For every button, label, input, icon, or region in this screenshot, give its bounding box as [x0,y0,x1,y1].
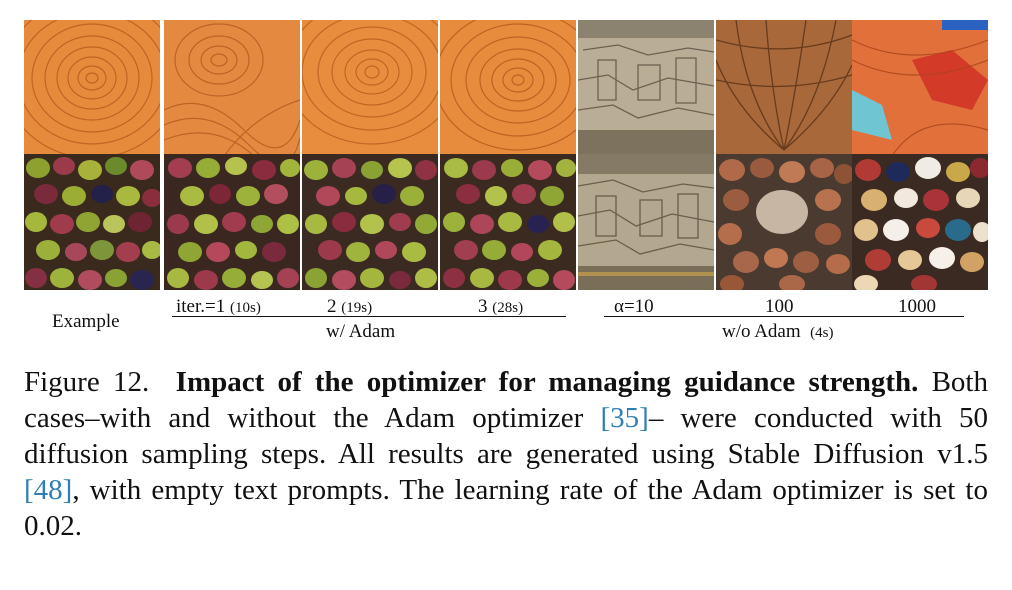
label-iter1-time: (10s) [230,300,261,316]
caption-text-3: , with empty text prompts. The learning … [24,474,988,542]
wood-example-image [24,20,160,156]
label-iter1-value: iter.=1 [176,296,225,317]
label-without-adam: w/o Adam (4s) [722,322,833,341]
caption-title: Impact of the optimizer for managing gui… [176,366,919,398]
with-adam-rule [172,316,566,317]
label-alpha1000: 1000 [898,297,936,316]
label-iter1: iter.=1 (10s) [176,297,261,316]
olives-alpha100-image [716,154,852,290]
label-iter3: 3 (28s) [478,297,523,316]
label-iter3-value: 3 [478,296,488,317]
olives-iter2-image [302,154,438,290]
wood-alpha1000-image [852,20,988,156]
figure-caption: Figure 12. Impact of the optimizer for m… [24,364,988,544]
citation-35-link[interactable]: [35] [600,402,648,434]
olives-iter3-image [440,154,576,290]
figure-label: Figure 12. [24,366,149,398]
label-iter2-time: (19s) [341,300,372,316]
label-without-adam-time: (4s) [810,325,833,341]
olives-example-image [24,154,160,290]
label-with-adam: w/ Adam [326,322,395,341]
wood-alpha10-image [578,20,714,156]
label-iter2-value: 2 [327,296,337,317]
citation-48-link[interactable]: [48] [24,474,72,506]
wood-iter2-image [302,20,438,156]
without-adam-rule [604,316,964,317]
label-iter3-time: (28s) [492,300,523,316]
label-iter2: 2 (19s) [327,297,372,316]
wood-iter1-image [164,20,300,156]
olives-iter1-image [164,154,300,290]
olives-alpha10-image [578,154,714,290]
label-alpha10: α=10 [614,297,654,316]
label-without-adam-text: w/o Adam [722,321,801,342]
wood-alpha100-image [716,20,852,156]
label-alpha100: 100 [765,297,794,316]
olives-alpha1000-image [852,154,988,290]
wood-iter3-image [440,20,576,156]
label-example: Example [52,312,120,331]
